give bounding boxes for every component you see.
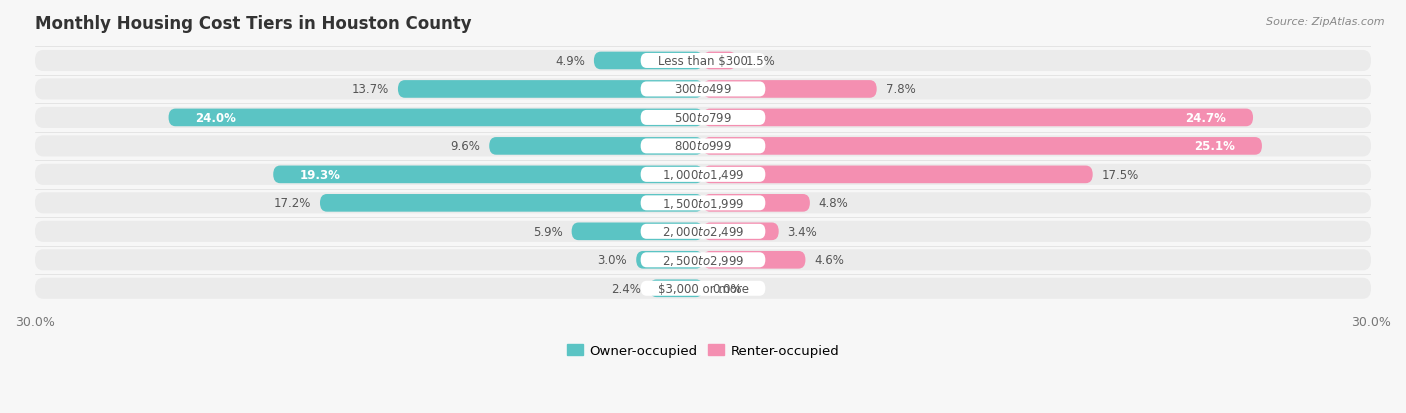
FancyBboxPatch shape bbox=[703, 138, 1263, 155]
Text: Less than $300: Less than $300 bbox=[658, 55, 748, 68]
FancyBboxPatch shape bbox=[703, 223, 779, 240]
FancyBboxPatch shape bbox=[35, 278, 1371, 299]
FancyBboxPatch shape bbox=[35, 51, 1371, 72]
Text: $800 to $999: $800 to $999 bbox=[673, 140, 733, 153]
FancyBboxPatch shape bbox=[703, 252, 806, 269]
FancyBboxPatch shape bbox=[703, 52, 737, 70]
FancyBboxPatch shape bbox=[641, 82, 765, 97]
FancyBboxPatch shape bbox=[35, 108, 1371, 128]
Text: 4.8%: 4.8% bbox=[818, 197, 849, 210]
Text: 24.7%: 24.7% bbox=[1185, 112, 1226, 125]
FancyBboxPatch shape bbox=[641, 224, 765, 239]
FancyBboxPatch shape bbox=[398, 81, 703, 99]
Text: Source: ZipAtlas.com: Source: ZipAtlas.com bbox=[1267, 17, 1385, 26]
FancyBboxPatch shape bbox=[273, 166, 703, 184]
Legend: Owner-occupied, Renter-occupied: Owner-occupied, Renter-occupied bbox=[561, 339, 845, 363]
Text: 9.6%: 9.6% bbox=[450, 140, 481, 153]
Text: 3.0%: 3.0% bbox=[598, 254, 627, 267]
FancyBboxPatch shape bbox=[641, 111, 765, 126]
Text: $1,500 to $1,999: $1,500 to $1,999 bbox=[662, 196, 744, 210]
FancyBboxPatch shape bbox=[703, 195, 810, 212]
Text: 19.3%: 19.3% bbox=[299, 169, 340, 181]
Text: 7.8%: 7.8% bbox=[886, 83, 915, 96]
Text: $1,000 to $1,499: $1,000 to $1,499 bbox=[662, 168, 744, 182]
Text: 17.5%: 17.5% bbox=[1102, 169, 1139, 181]
FancyBboxPatch shape bbox=[641, 196, 765, 211]
FancyBboxPatch shape bbox=[321, 195, 703, 212]
Text: 17.2%: 17.2% bbox=[274, 197, 311, 210]
FancyBboxPatch shape bbox=[641, 54, 765, 69]
Text: $2,000 to $2,499: $2,000 to $2,499 bbox=[662, 225, 744, 239]
FancyBboxPatch shape bbox=[703, 81, 877, 99]
FancyBboxPatch shape bbox=[593, 52, 703, 70]
FancyBboxPatch shape bbox=[35, 221, 1371, 242]
FancyBboxPatch shape bbox=[650, 280, 703, 297]
Text: 4.9%: 4.9% bbox=[555, 55, 585, 68]
Text: 13.7%: 13.7% bbox=[352, 83, 389, 96]
FancyBboxPatch shape bbox=[35, 136, 1371, 157]
Text: 24.0%: 24.0% bbox=[195, 112, 236, 125]
Text: $500 to $799: $500 to $799 bbox=[673, 112, 733, 125]
FancyBboxPatch shape bbox=[169, 109, 703, 127]
FancyBboxPatch shape bbox=[703, 109, 1253, 127]
FancyBboxPatch shape bbox=[35, 249, 1371, 271]
Text: 2.4%: 2.4% bbox=[610, 282, 641, 295]
FancyBboxPatch shape bbox=[641, 253, 765, 268]
Text: $300 to $499: $300 to $499 bbox=[673, 83, 733, 96]
FancyBboxPatch shape bbox=[703, 166, 1092, 184]
FancyBboxPatch shape bbox=[641, 281, 765, 296]
Text: 4.6%: 4.6% bbox=[814, 254, 844, 267]
Text: 3.4%: 3.4% bbox=[787, 225, 817, 238]
Text: $3,000 or more: $3,000 or more bbox=[658, 282, 748, 295]
FancyBboxPatch shape bbox=[572, 223, 703, 240]
FancyBboxPatch shape bbox=[35, 164, 1371, 185]
Text: 1.5%: 1.5% bbox=[745, 55, 775, 68]
Text: 5.9%: 5.9% bbox=[533, 225, 562, 238]
Text: Monthly Housing Cost Tiers in Houston County: Monthly Housing Cost Tiers in Houston Co… bbox=[35, 15, 471, 33]
FancyBboxPatch shape bbox=[641, 167, 765, 183]
Text: 0.0%: 0.0% bbox=[711, 282, 741, 295]
FancyBboxPatch shape bbox=[641, 139, 765, 154]
Text: 25.1%: 25.1% bbox=[1194, 140, 1236, 153]
Text: $2,500 to $2,999: $2,500 to $2,999 bbox=[662, 253, 744, 267]
FancyBboxPatch shape bbox=[636, 252, 703, 269]
FancyBboxPatch shape bbox=[489, 138, 703, 155]
FancyBboxPatch shape bbox=[35, 79, 1371, 100]
FancyBboxPatch shape bbox=[35, 193, 1371, 214]
